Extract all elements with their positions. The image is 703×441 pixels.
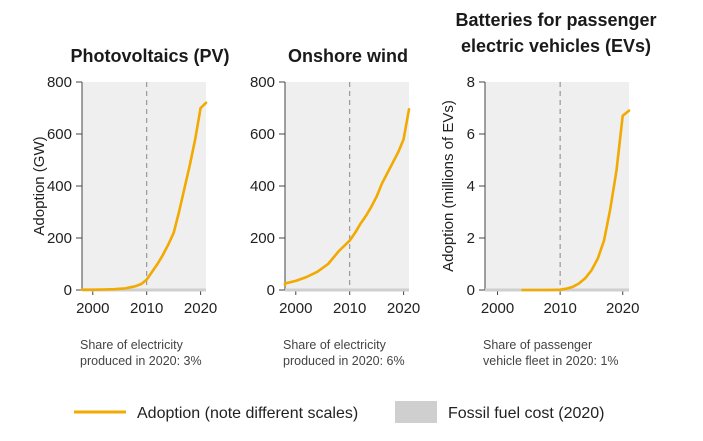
share-note: vehicle fleet in 2020: 1% <box>483 354 619 368</box>
y-tick-label: 0 <box>64 282 72 299</box>
x-tick-label: 2000 <box>279 300 312 317</box>
x-tick-label: 2010 <box>333 300 366 317</box>
y-axis-label: Adoption (millions of EVs) <box>440 100 457 272</box>
chart-3: Batteries for passenger electric vehicles… <box>440 10 657 368</box>
y-tick-label: 6 <box>467 126 475 143</box>
x-tick-label: 2010 <box>543 300 576 317</box>
y-tick-label: 0 <box>267 282 275 299</box>
y-tick-label: 200 <box>47 230 72 247</box>
plot-area <box>82 82 206 290</box>
plot-area <box>485 82 629 290</box>
y-axis-label: Adoption (GW) <box>31 136 48 235</box>
y-tick-label: 800 <box>47 74 72 91</box>
chart-title: Batteries for passenger <box>455 10 656 30</box>
x-tick-label: 2010 <box>130 300 163 317</box>
adoption-series-line <box>283 108 411 287</box>
y-tick-label: 8 <box>467 74 475 91</box>
share-note: Share of passenger <box>483 338 592 352</box>
y-tick-label: 0 <box>467 282 475 299</box>
y-tick-label: 400 <box>47 178 72 195</box>
chart-title: Photovoltaics (PV) <box>70 46 229 66</box>
chart-title: Onshore wind <box>288 46 408 66</box>
x-tick-label: 2000 <box>76 300 109 317</box>
adoption-series-line <box>80 101 208 292</box>
x-tick-label: 2020 <box>184 300 217 317</box>
legend-adoption-label: Adoption (note different scales) <box>137 405 358 422</box>
y-tick-label: 400 <box>250 178 275 195</box>
y-tick-label: 800 <box>250 74 275 91</box>
plot-area <box>285 82 409 290</box>
chart-title: electric vehicles (EVs) <box>461 36 651 56</box>
share-note: produced in 2020: 6% <box>283 354 405 368</box>
y-tick-label: 600 <box>47 126 72 143</box>
y-tick-label: 200 <box>250 230 275 247</box>
share-note: Share of electricity <box>80 338 184 352</box>
legend: Adoption (note different scales) Fossil … <box>74 401 605 423</box>
chart-2: Onshore wind 0 200 400 600 800 2000 2010 2020 Sha… <box>250 46 420 368</box>
y-tick-label: 4 <box>467 178 475 195</box>
chart-1: Photovoltaics (PV) Adoption (GW) 0 200 400 60… <box>31 46 230 368</box>
y-tick-label: 2 <box>467 230 475 247</box>
legend-fossil-swatch <box>395 401 437 423</box>
x-tick-label: 2000 <box>481 300 514 317</box>
share-note: Share of electricity <box>283 338 387 352</box>
x-tick-label: 2020 <box>387 300 420 317</box>
share-note: produced in 2020: 3% <box>80 354 202 368</box>
x-tick-label: 2020 <box>606 300 639 317</box>
y-tick-label: 600 <box>250 126 275 143</box>
legend-fossil-label: Fossil fuel cost (2020) <box>448 405 605 422</box>
adoption-series-line <box>521 109 631 292</box>
charts-container: Photovoltaics (PV)Adoption (GW)020040060… <box>31 10 657 368</box>
